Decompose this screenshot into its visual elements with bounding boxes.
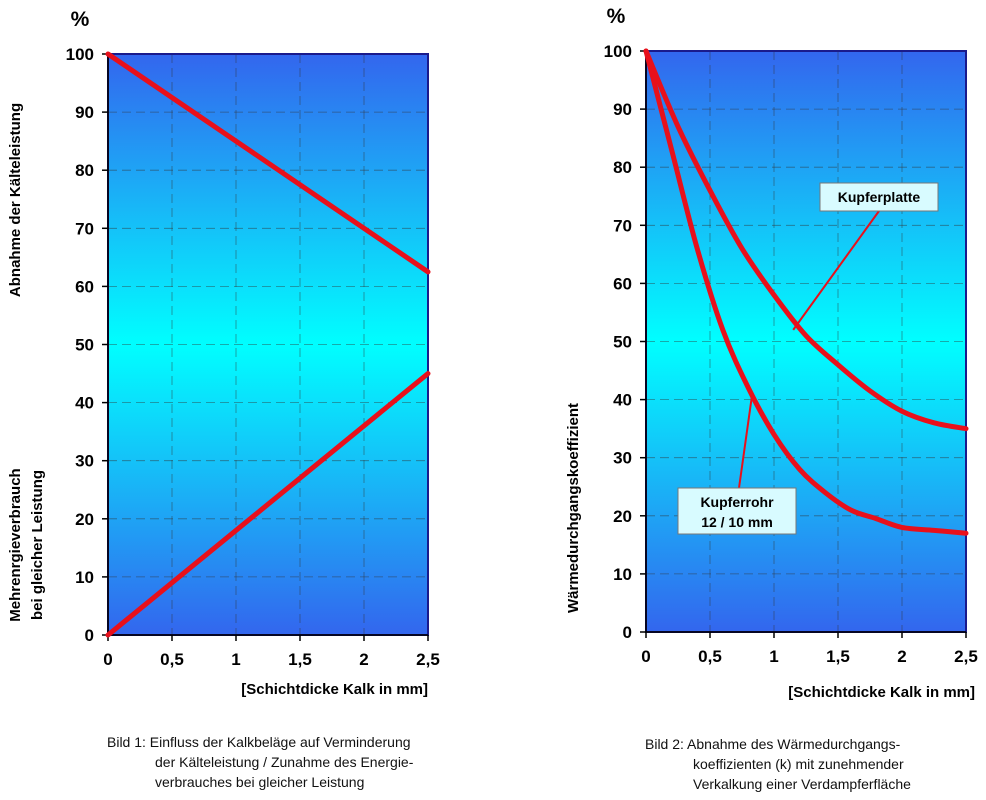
x-tick-label: 2	[359, 650, 368, 669]
x-tick-label: 1,5	[826, 647, 850, 666]
y-tick-label: 10	[75, 568, 94, 587]
y-axis-label-bottom-1: Mehrenrgieverbrauch	[7, 468, 24, 621]
y-axis-label: Wärmedurchgangskoeffizient	[565, 403, 582, 613]
annotation-leader-1	[792, 210, 880, 331]
caption-1: Bild 1: Einfluss der Kalkbeläge auf Verm…	[107, 732, 413, 792]
y-tick-label: 40	[613, 391, 632, 410]
annotation-box-1	[819, 182, 939, 212]
y-tick-label: 40	[75, 394, 94, 413]
series-line-1	[105, 51, 431, 275]
series-line-1	[643, 48, 969, 432]
x-tick-label: 2	[897, 647, 906, 666]
y-tick-label: 30	[75, 452, 94, 471]
y-tick-label: 100	[66, 45, 94, 64]
x-axis-label: [Schichtdicke Kalk in mm]	[788, 684, 975, 701]
caption-1-line-1: Bild 1: Einfluss der Kalkbeläge auf Verm…	[107, 734, 411, 750]
x-tick-label: 0,5	[160, 650, 184, 669]
x-tick-label: 0	[641, 647, 650, 666]
y-axis-label-top: Abnahme der Kälteleistung	[7, 103, 24, 297]
y-tick-label: 90	[613, 100, 632, 119]
y-tick-label: 50	[75, 336, 94, 355]
y-tick-label: 10	[613, 565, 632, 584]
x-tick-label: 1,5	[288, 650, 312, 669]
series-line-2	[643, 48, 969, 536]
y-tick-label: 60	[75, 277, 94, 296]
y-tick-label: 80	[75, 161, 94, 180]
x-tick-label: 2,5	[416, 650, 440, 669]
caption-2: Bild 2: Abnahme des Wärmedurchgangs- koe…	[645, 734, 911, 794]
series-line-2	[105, 371, 431, 638]
caption-2-line-1: Bild 2: Abnahme des Wärmedurchgangs-	[645, 736, 901, 752]
y-tick-label: 20	[613, 507, 632, 526]
y-tick-label: 50	[613, 333, 632, 352]
chart-2: 0 10 20 30 40 50 60 70 80 90 100 0 0,5 1 1,5 2 2,5% [Schi…	[565, 5, 978, 701]
y-tick-label: 100	[604, 42, 632, 61]
x-tick-label: 0,5	[698, 647, 722, 666]
caption-2-line-3: Verkalkung einer Verdampferfläche	[693, 776, 911, 792]
y-tick-label: 70	[613, 216, 632, 235]
caption-1-line-2: der Kälteleistung / Zunahme des Energie-	[155, 754, 414, 770]
annotation-label-2: Kupferrohr	[700, 494, 774, 510]
y-tick-label: 80	[613, 158, 632, 177]
x-tick-label: 2,5	[954, 647, 978, 666]
y-unit-label: %	[71, 8, 90, 31]
caption-1-line-3: verbrauches bei gleicher Leistung	[155, 774, 365, 790]
x-axis-label: [Schichtdicke Kalk in mm]	[241, 681, 428, 698]
annotation-label-2: 12 / 10 mm	[701, 514, 773, 530]
caption-2-line-2: koeffizienten (k) mit zunehmender	[693, 756, 904, 772]
y-tick-label: 0	[623, 623, 632, 642]
y-axis-label-bottom-2: bei gleicher Leistung	[29, 470, 46, 620]
annotation-label-1: Kupferplatte	[838, 189, 921, 205]
annotation-box-2	[677, 487, 797, 535]
chart-1: 0 10 20 30 40 50 60 70 80 90 100 0 0,5 1 1,5 2 2,5% [Schi…	[7, 8, 440, 698]
y-tick-label: 0	[85, 626, 94, 645]
x-tick-label: 1	[769, 647, 778, 666]
x-tick-label: 0	[103, 650, 112, 669]
y-tick-label: 90	[75, 103, 94, 122]
annotation-leader-2	[738, 393, 754, 489]
y-tick-label: 70	[75, 219, 94, 238]
y-tick-label: 60	[613, 274, 632, 293]
y-unit-label: %	[607, 5, 626, 28]
x-tick-label: 1	[231, 650, 240, 669]
y-tick-label: 30	[613, 449, 632, 468]
y-tick-label: 20	[75, 510, 94, 529]
